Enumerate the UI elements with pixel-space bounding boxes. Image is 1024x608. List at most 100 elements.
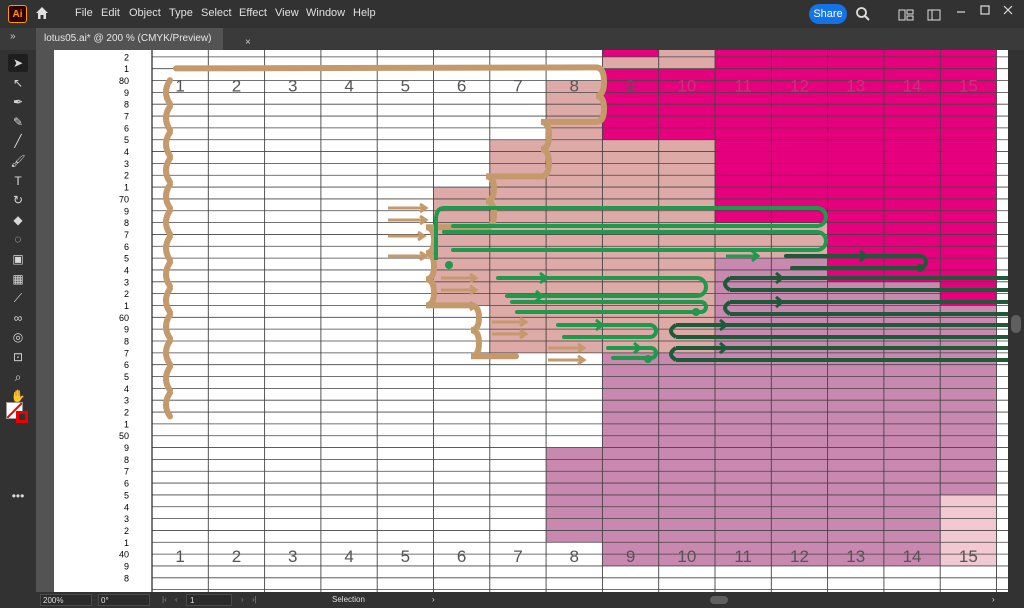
row-label: 2 (124, 52, 129, 62)
curvature-tool-icon[interactable]: ✎ (12, 114, 24, 129)
rotate-tool-icon[interactable]: ↻ (12, 193, 24, 208)
row-label: 60 (119, 313, 129, 323)
rotation-field[interactable]: 0° (98, 594, 150, 606)
line-tool-icon[interactable]: ╱ (14, 134, 22, 149)
row-label: 3 (124, 514, 129, 524)
menu-edit[interactable]: Edit (101, 7, 120, 19)
tan-arrowhead (417, 230, 427, 242)
row-label: 4 (124, 384, 129, 394)
row-label: 8 (124, 455, 129, 465)
dark-green-arrowhead (775, 271, 785, 285)
menu-help[interactable]: Help (353, 7, 376, 19)
column-number-bottom: 10 (677, 547, 696, 566)
menu-file[interactable]: File (75, 7, 93, 19)
previous-artboard-icon[interactable]: ‹ (175, 595, 178, 604)
share-button[interactable]: Share (809, 4, 847, 24)
column-number-bottom: 13 (846, 547, 865, 566)
column-number-bottom: 11 (734, 547, 752, 566)
artboard-number: 1 (190, 596, 195, 605)
menu-type[interactable]: Type (169, 7, 193, 19)
tan-arrowhead (419, 202, 429, 214)
paintbrush-tool-icon[interactable]: 🖌 (10, 154, 26, 168)
row-label: 7 (124, 348, 129, 358)
row-label: 5 (124, 490, 129, 500)
row-label: 9 (124, 206, 129, 216)
more-tools-icon[interactable]: ••• (11, 489, 25, 503)
green-arrowhead (633, 341, 643, 355)
last-artboard-icon[interactable]: ›| (252, 595, 257, 604)
column-number-top: 2 (232, 77, 241, 96)
green-loop (496, 276, 708, 298)
lasso-tool-icon[interactable]: ◌ (14, 232, 22, 247)
column-number-bottom: 8 (570, 547, 579, 566)
tan-arrowhead (419, 250, 429, 262)
column-number-bottom: 4 (344, 547, 353, 566)
document-tab[interactable]: lotus05.ai* @ 200 % (CMYK/Preview) × (36, 28, 251, 50)
vertical-scrollbar[interactable] (1008, 50, 1024, 592)
tan-arrowhead (519, 316, 529, 328)
row-label: 6 (124, 123, 129, 133)
column-number-top: 5 (401, 77, 410, 96)
vertical-scroll-thumb[interactable] (1011, 315, 1021, 333)
menu-view[interactable]: View (275, 7, 299, 19)
first-artboard-icon[interactable]: |‹ (162, 595, 167, 604)
menu-bar: Ai File Edit Object Type Select Effect V… (0, 0, 1024, 28)
close-tab-icon[interactable]: × (245, 37, 251, 48)
hand-tool-icon[interactable]: ✋ (10, 389, 26, 404)
column-number-bottom: 12 (790, 547, 809, 566)
dark-green-arrowhead (719, 341, 729, 355)
arrange-documents-icon[interactable] (898, 8, 914, 26)
eraser-tool-icon[interactable]: ◆ (13, 212, 23, 227)
eyedropper-tool-icon[interactable]: ⟋ (13, 291, 23, 306)
selection-tool-icon[interactable]: ➤ (8, 54, 28, 72)
row-label: 1 (124, 183, 129, 193)
menu-select[interactable]: Select (201, 7, 232, 19)
column-number-bottom: 1 (175, 547, 184, 566)
scroll-right-icon[interactable]: › (992, 595, 995, 604)
toolbar-expand-icon[interactable]: » (10, 31, 16, 42)
home-icon[interactable] (34, 5, 50, 26)
dark-green-dot (916, 264, 924, 272)
menu-effect[interactable]: Effect (239, 7, 267, 19)
mesh-tool-icon[interactable]: ▦ (12, 271, 24, 286)
row-label: 80 (119, 76, 129, 86)
column-number-bottom: 5 (401, 547, 410, 566)
search-icon[interactable] (855, 6, 871, 27)
status-menu-arrow-icon[interactable]: › (432, 595, 435, 604)
fill-stroke-swatch-icon[interactable] (6, 402, 32, 426)
current-tool-label: Selection (332, 595, 365, 604)
horizontal-scroll-thumb[interactable] (710, 596, 728, 604)
column-number-top: 6 (457, 77, 466, 96)
shape-builder-tool-icon[interactable]: ◎ (12, 330, 24, 345)
menu-object[interactable]: Object (129, 7, 161, 19)
zoom-field[interactable]: 200% (40, 594, 92, 606)
column-number-top: 12 (790, 77, 809, 96)
pen-tool-icon[interactable]: ✒ (12, 95, 24, 110)
next-artboard-icon[interactable]: › (241, 595, 244, 604)
column-number-bottom: 7 (513, 547, 522, 566)
column-number-top: 13 (846, 77, 865, 96)
artboard-number-field[interactable]: 1 (186, 594, 232, 606)
artboard-canvas[interactable]: 3218098765432170987654321609876543215098… (36, 50, 1008, 592)
zoom-tool-icon[interactable]: ⌕ (14, 369, 22, 384)
close-window-icon[interactable] (1002, 3, 1014, 21)
row-label: 2 (124, 408, 129, 418)
gradient-tool-icon[interactable]: ▣ (12, 252, 24, 266)
artboard-tool-icon[interactable]: ⊡ (12, 350, 24, 364)
maximize-icon[interactable] (979, 3, 991, 21)
menu-window[interactable]: Window (306, 7, 346, 19)
color-block (940, 222, 997, 306)
dark-green-turn (669, 323, 678, 362)
column-number-bottom: 15 (959, 547, 978, 566)
type-tool-icon[interactable]: T (14, 173, 22, 188)
blend-tool-icon[interactable]: ∞ (13, 310, 23, 325)
row-label: 8 (124, 573, 129, 583)
row-label: 50 (119, 431, 129, 441)
rotation-value: 0° (101, 596, 109, 605)
row-label: 8 (124, 218, 129, 228)
workspace-switcher-icon[interactable] (927, 8, 941, 26)
tan-arrowhead (419, 214, 429, 226)
minimize-icon[interactable] (955, 5, 967, 23)
direct-selection-tool-icon[interactable]: ↖ (12, 75, 24, 90)
row-label: 6 (124, 479, 129, 489)
